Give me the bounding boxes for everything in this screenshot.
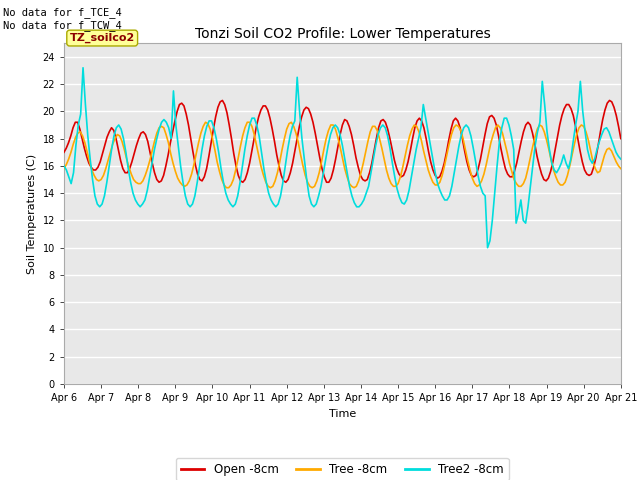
X-axis label: Time: Time xyxy=(329,408,356,419)
Text: TZ_soilco2: TZ_soilco2 xyxy=(70,33,135,43)
Title: Tonzi Soil CO2 Profile: Lower Temperatures: Tonzi Soil CO2 Profile: Lower Temperatur… xyxy=(195,27,490,41)
Legend: Open -8cm, Tree -8cm, Tree2 -8cm: Open -8cm, Tree -8cm, Tree2 -8cm xyxy=(176,458,509,480)
Y-axis label: Soil Temperatures (C): Soil Temperatures (C) xyxy=(27,154,37,274)
Text: No data for f_TCE_4
No data for f_TCW_4: No data for f_TCE_4 No data for f_TCW_4 xyxy=(3,7,122,31)
